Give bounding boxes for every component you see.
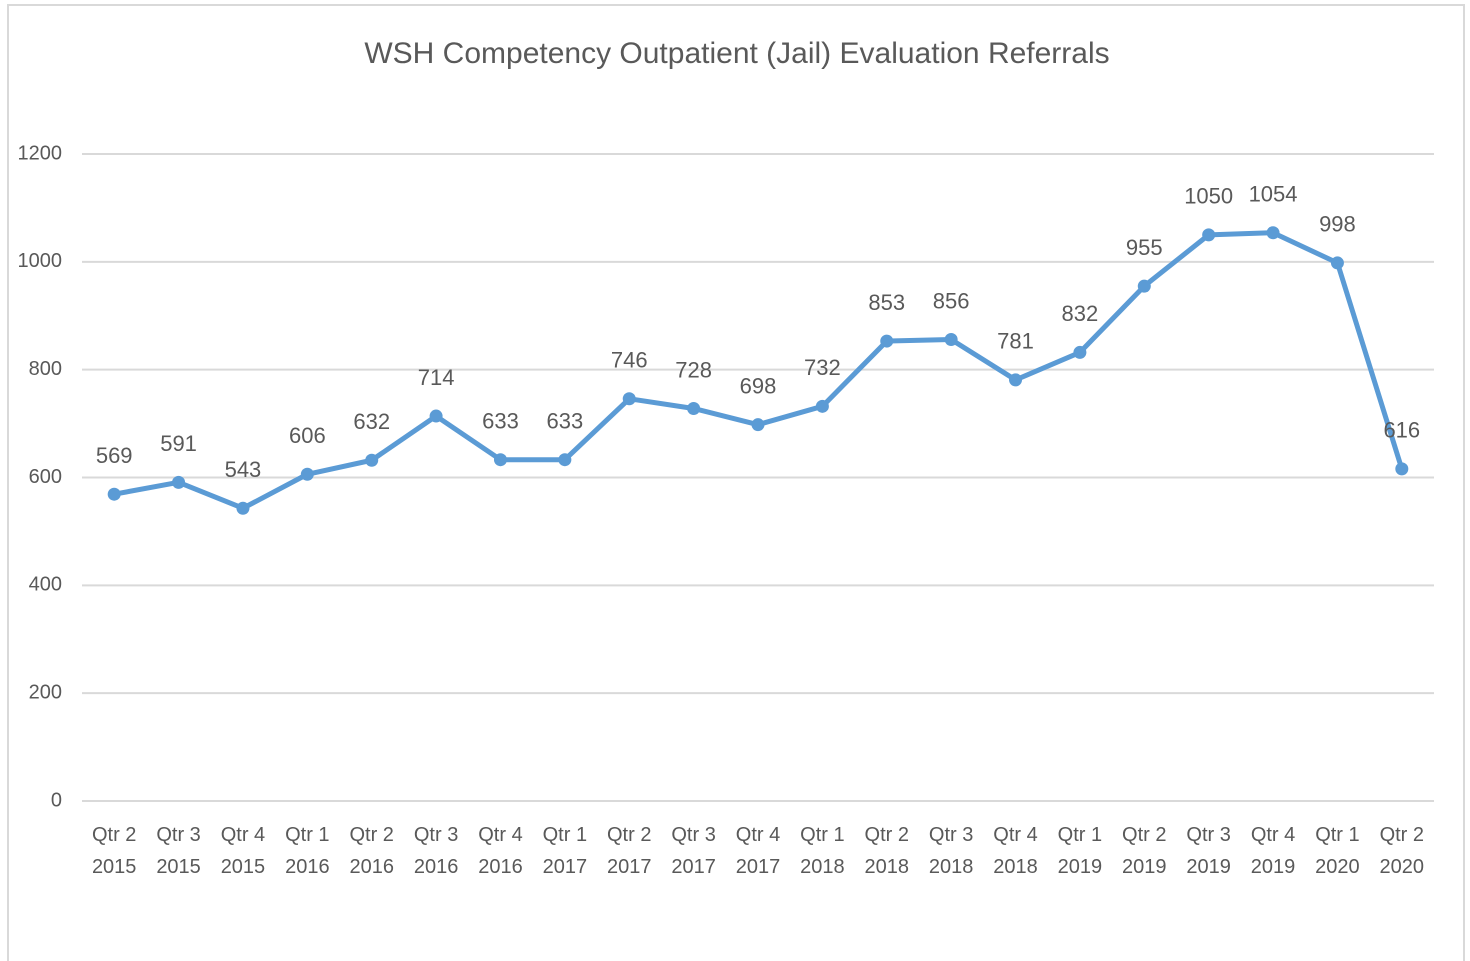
x-tick-label: Qtr 3 2015 bbox=[156, 824, 201, 878]
data-point bbox=[493, 453, 507, 467]
data-point bbox=[1202, 228, 1216, 242]
data-label: 853 bbox=[868, 290, 905, 315]
y-tick-label: 1000 bbox=[18, 250, 63, 272]
data-point bbox=[1330, 256, 1344, 270]
x-tick-label: Qtr 2 2019 bbox=[1122, 824, 1167, 878]
chart-border bbox=[7, 4, 1465, 961]
y-tick-label: 200 bbox=[29, 681, 62, 703]
data-label: 633 bbox=[546, 409, 583, 434]
y-tick-label: 600 bbox=[29, 466, 62, 488]
data-label: 698 bbox=[740, 373, 777, 398]
x-tick-label: Qtr 2 2017 bbox=[606, 824, 652, 878]
x-tick-label: Qtr 3 2019 bbox=[1186, 824, 1231, 878]
x-tick-label: Qtr 4 2018 bbox=[993, 824, 1038, 878]
data-label: 832 bbox=[1062, 301, 1099, 326]
data-label: 569 bbox=[96, 443, 133, 468]
data-label: 632 bbox=[353, 409, 390, 434]
x-tick-label: Qtr 3 2017 bbox=[671, 824, 716, 878]
data-point bbox=[944, 332, 958, 346]
chart-title: WSH Competency Outpatient (Jail) Evaluat… bbox=[364, 37, 1109, 70]
x-tick-label: Qtr 2 2015 bbox=[91, 824, 137, 878]
x-tick-label: Qtr 3 2018 bbox=[928, 824, 974, 878]
y-tick-label: 0 bbox=[51, 789, 62, 811]
x-tick-label: Qtr 3 2016 bbox=[413, 824, 459, 878]
x-tick-label: Qtr 1 2018 bbox=[800, 824, 845, 878]
data-label: 543 bbox=[225, 457, 262, 482]
x-tick-label: Qtr 4 2016 bbox=[478, 824, 523, 878]
x-tick-label: Qtr 2 2016 bbox=[349, 824, 394, 878]
data-point bbox=[1395, 462, 1409, 476]
x-tick-label: Qtr 2 2018 bbox=[864, 824, 910, 878]
y-tick-label: 400 bbox=[29, 574, 62, 596]
x-tick-label: Qtr 2 2020 bbox=[1379, 824, 1425, 878]
data-point bbox=[815, 399, 829, 413]
data-label: 591 bbox=[160, 431, 197, 456]
data-label: 633 bbox=[482, 409, 519, 434]
data-label: 606 bbox=[289, 423, 326, 448]
x-tick-label: Qtr 1 2017 bbox=[542, 824, 588, 878]
x-tick-label: Qtr 1 2019 bbox=[1057, 824, 1103, 878]
data-point bbox=[107, 487, 121, 501]
data-label: 714 bbox=[418, 365, 455, 390]
data-label: 781 bbox=[997, 329, 1034, 354]
x-tick-label: Qtr 4 2019 bbox=[1250, 824, 1296, 878]
x-tick-label: Qtr 4 2017 bbox=[735, 824, 781, 878]
data-label: 746 bbox=[611, 348, 648, 373]
data-label: 728 bbox=[675, 357, 712, 382]
data-point bbox=[236, 501, 250, 515]
data-point bbox=[365, 453, 379, 467]
data-point bbox=[687, 401, 701, 415]
data-label: 856 bbox=[933, 288, 970, 313]
y-tick-label: 800 bbox=[29, 358, 62, 380]
data-point bbox=[622, 392, 636, 406]
data-point bbox=[1137, 279, 1151, 293]
data-label: 732 bbox=[804, 355, 841, 380]
x-tick-label: Qtr 4 2015 bbox=[220, 824, 266, 878]
data-label: 1050 bbox=[1184, 184, 1233, 209]
data-point bbox=[1009, 373, 1023, 387]
data-point bbox=[300, 467, 314, 481]
data-label: 998 bbox=[1319, 212, 1356, 237]
data-point bbox=[558, 453, 572, 467]
data-point bbox=[1073, 345, 1087, 359]
data-point bbox=[751, 418, 765, 432]
data-label: 955 bbox=[1126, 235, 1163, 260]
x-tick-label: Qtr 1 2020 bbox=[1315, 824, 1360, 878]
x-tick-label: Qtr 1 2016 bbox=[285, 824, 330, 878]
data-point bbox=[880, 334, 894, 348]
data-point bbox=[429, 409, 443, 423]
data-label: 1054 bbox=[1249, 182, 1298, 207]
data-label: 616 bbox=[1383, 418, 1420, 443]
data-point bbox=[172, 475, 186, 489]
y-tick-label: 1200 bbox=[18, 142, 63, 164]
data-point bbox=[1266, 226, 1280, 240]
